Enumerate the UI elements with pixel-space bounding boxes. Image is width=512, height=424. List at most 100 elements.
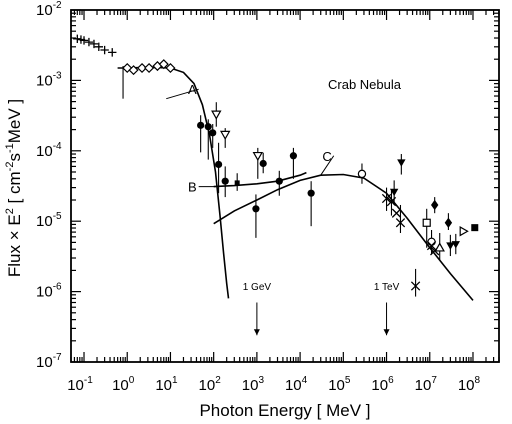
open-circle-marker: [357, 169, 367, 179]
filled-down-triangle-marker: [397, 159, 406, 167]
y-axis-title-unit-exp1: -2: [4, 162, 16, 172]
y-axis-title-unit-pre: [ cm: [5, 171, 24, 208]
plus-marker: [100, 45, 109, 55]
x-tick-label: 106: [371, 375, 394, 394]
data-points: [73, 34, 479, 297]
x-tick-label-base: 10: [199, 377, 216, 394]
x-tick-label: 103: [242, 375, 265, 394]
x-tick-label: 107: [415, 375, 438, 394]
y-tick-label-exp: -7: [53, 352, 62, 363]
y-tick-label: 10-7: [36, 352, 62, 371]
plus-marker: [94, 42, 104, 52]
filled-circle-marker: [204, 123, 212, 131]
filled-circle-marker: [221, 177, 229, 185]
curve-label-b: B: [188, 180, 197, 195]
filled-circle-marker: [289, 152, 298, 160]
y-axis-title-unit-exp2: -1: [4, 143, 16, 153]
curve-label-leader: [320, 155, 335, 176]
x-tick-label-exp: -1: [84, 375, 93, 386]
open-diamond-marker: [158, 59, 169, 70]
y-tick-label-exp: -2: [53, 0, 62, 11]
y-tick-label-base: 10: [36, 143, 53, 160]
plus-marker: [73, 34, 82, 43]
plus-marker: [84, 37, 94, 47]
filled-down-triangle-marker: [389, 188, 399, 197]
y-tick-label-base: 10: [36, 72, 53, 89]
x-tick-label: 101: [155, 375, 178, 394]
cross-marker: [391, 208, 402, 218]
y-tick-label-base: 10: [36, 213, 53, 230]
x-tick-labels: 10-1 100 101 102 103 104 105 106 107 108: [67, 375, 480, 394]
x-tick-label: 104: [285, 375, 308, 394]
y-axis-title-unit-mid: s: [5, 153, 24, 162]
energy-marker-label: 1 GeV: [243, 282, 272, 293]
cross-marker: [426, 240, 437, 251]
x-tick-label-base: 10: [285, 377, 302, 394]
filled-circle-marker: [259, 159, 267, 168]
filled-circle-marker: [275, 177, 283, 185]
filled-diamond-marker: [444, 217, 453, 228]
x-tick-label-base: 10: [112, 377, 129, 394]
open-diamond-marker: [136, 62, 148, 74]
filled-square-marker: [471, 224, 479, 232]
cross-marker: [381, 193, 392, 204]
open-down-triangle-marker: [211, 110, 222, 120]
filled-diamond-marker: [430, 199, 439, 211]
x-tick-label: 108: [458, 375, 481, 394]
y-tick-labels: 10-710-610-510-410-310-2: [36, 0, 62, 371]
y-axis-title-prefix: Flux × E: [5, 214, 24, 277]
x-tick-label-exp: 5: [345, 375, 351, 386]
cross-marker: [395, 218, 406, 228]
chart-annotation-title: Crab Nebula: [328, 77, 402, 92]
curve-label-a: A: [188, 82, 197, 97]
x-tick-label-exp: 4: [302, 375, 308, 386]
x-tick-label: 10-1: [67, 375, 93, 394]
x-tick-label-exp: 8: [475, 375, 481, 386]
energy-marker-arrow-head: [383, 329, 390, 336]
filled-circle-marker: [252, 205, 260, 213]
filled-circle-marker: [214, 160, 223, 169]
y-tick-label: 10-6: [36, 282, 62, 301]
open-right-triangle-marker: [459, 226, 469, 237]
x-tick-label-exp: 2: [215, 375, 221, 386]
y-tick-label: 10-5: [36, 211, 62, 230]
filled-down-triangle-marker: [451, 241, 460, 249]
plus-marker: [108, 48, 117, 57]
y-tick-label: 10-3: [36, 70, 62, 89]
y-tick-label-exp: -5: [53, 211, 62, 222]
filled-circle-marker: [197, 121, 205, 129]
open-circle-marker: [427, 237, 436, 246]
x-tick-label: 105: [328, 375, 351, 394]
open-diamond-marker: [144, 62, 155, 74]
x-tick-label-base: 10: [67, 377, 84, 394]
model-curves: [117, 66, 474, 301]
curve-a: [117, 66, 230, 299]
cross-marker: [410, 281, 421, 291]
open-up-triangle-marker: [434, 242, 445, 252]
plus-marker: [89, 39, 99, 49]
y-tick-label-exp: -3: [53, 70, 62, 81]
y-axis-title: Flux × E2 [ cm-2s-1MeV ]: [4, 99, 24, 277]
y-axis-title-unit-post: MeV ]: [5, 99, 24, 143]
y-tick-label: 10-2: [36, 0, 62, 19]
y-tick-label-exp: -4: [53, 141, 62, 152]
x-axis-title: Photon Energy [ MeV ]: [199, 401, 370, 420]
x-tick-label: 102: [199, 375, 222, 394]
filled-down-triangle-marker: [446, 242, 455, 250]
x-tick-label-base: 10: [415, 377, 432, 394]
y-tick-label: 10-4: [36, 141, 62, 160]
energy-marker-arrow-head: [253, 329, 260, 336]
plot-frame: [70, 9, 500, 363]
y-tick-label-base: 10: [36, 354, 53, 371]
small-filled-square-marker: [234, 180, 240, 186]
curve-label-leader: [166, 88, 199, 100]
x-tick-label-exp: 6: [388, 375, 394, 386]
filled-circle-marker: [307, 189, 315, 197]
open-diamond-marker: [165, 62, 176, 74]
open-down-triangle-marker: [252, 151, 264, 162]
x-tick-label-base: 10: [458, 377, 475, 394]
annotations: A B C 1 GeV 1 TeV: [166, 82, 400, 336]
x-tick-label-base: 10: [155, 377, 172, 394]
x-tick-label-base: 10: [328, 377, 345, 394]
